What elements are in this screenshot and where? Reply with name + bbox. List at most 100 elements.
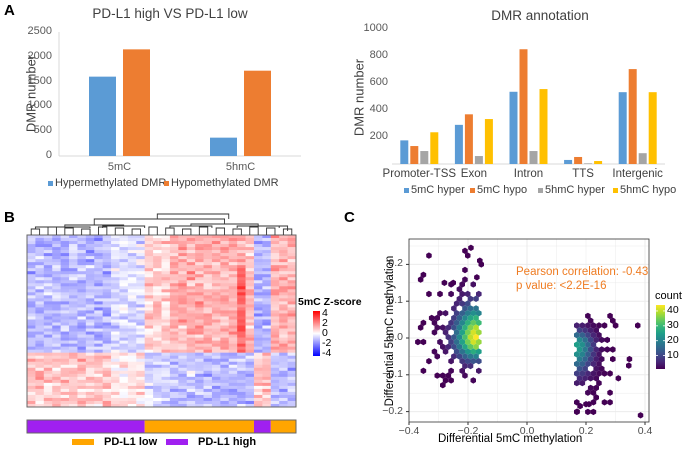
heatmap-cell: [220, 235, 230, 239]
heatmap-cell: [203, 358, 213, 363]
heatmap-cell: [169, 340, 179, 344]
heatmap-cell: [178, 289, 188, 293]
heatmap-cell: [253, 304, 263, 308]
x-tick-label: 0.4: [637, 425, 653, 437]
hexbin-outlier: [586, 401, 592, 408]
heatmap-cell: [169, 280, 179, 284]
heatmap-cell: [77, 256, 87, 260]
heatmap-cell: [186, 253, 196, 257]
heatmap-cell: [136, 268, 145, 272]
legend-item: 5mC hypo: [470, 184, 527, 196]
heatmap-cell: [220, 259, 230, 263]
heatmap-cell: [111, 328, 120, 332]
heatmap-cell: [169, 316, 179, 320]
heatmap-cell: [279, 349, 288, 353]
heatmap-cell: [136, 343, 145, 347]
heatmap-cell: [127, 244, 137, 248]
heatmap-cell: [245, 283, 255, 287]
heatmap-cell: [178, 316, 188, 320]
heatmap-cell: [69, 292, 78, 296]
heatmap-cell: [35, 322, 45, 326]
hexbin: [579, 341, 586, 348]
heatmap-cell: [287, 388, 297, 393]
column-dendrogram: [30, 213, 293, 235]
heatmap-cell: [85, 337, 95, 341]
heatmap-cell: [195, 235, 204, 239]
heatmap-cell: [178, 235, 188, 239]
heatmap-cell: [94, 376, 103, 381]
hexbin: [476, 367, 482, 374]
legend-swatch: [164, 180, 169, 186]
heatmap-cell: [144, 250, 154, 254]
heatmap-cell: [245, 268, 255, 272]
heatmap-cell: [35, 313, 45, 317]
heatmap-cell: [169, 295, 179, 299]
heatmap-cell: [195, 370, 204, 375]
hexbin: [574, 370, 580, 377]
heatmap-cell: [161, 310, 171, 314]
heatmap-cell: [270, 346, 280, 350]
heatmap-cell: [85, 307, 95, 311]
heatmap-cell: [52, 379, 61, 384]
legend-label: 5hmC hypo: [620, 184, 677, 196]
heatmap-cell: [253, 262, 263, 266]
hexbin: [462, 276, 468, 283]
heatmap-cell: [52, 352, 61, 357]
heatmap-cell: [237, 370, 246, 375]
heatmap-cell: [178, 277, 188, 281]
heatmap-cell: [85, 271, 95, 275]
heatmap-cell: [211, 277, 221, 281]
heatmap-cell: [178, 391, 188, 396]
heatmap-cell: [279, 352, 288, 357]
heatmap-cell: [94, 286, 103, 290]
heatmap-cell: [119, 250, 129, 254]
heatmap-cell: [35, 319, 45, 323]
heatmap-cell: [111, 244, 120, 248]
heatmap-cell: [153, 355, 162, 360]
bar-5mc-hypo: [628, 69, 637, 164]
heatmap-cell: [85, 301, 95, 305]
heatmap-cell: [169, 382, 179, 387]
heatmap-cell: [253, 391, 263, 396]
heatmap-cell: [245, 295, 255, 299]
heatmap-cell: [111, 307, 120, 311]
heatmap-cell: [287, 250, 297, 254]
heatmap-cell: [60, 346, 70, 350]
heatmap-cell: [94, 310, 103, 314]
heatmap-cell: [27, 298, 36, 302]
heatmap-cell: [69, 316, 78, 320]
heatmap-cell: [77, 388, 87, 393]
heatmap-cell: [195, 358, 204, 363]
heatmap-cell: [60, 397, 70, 402]
heatmap-cell: [178, 322, 188, 326]
heatmap-cell: [153, 331, 162, 335]
heatmap-cell: [161, 349, 171, 353]
heatmap-cell: [69, 262, 78, 266]
heatmap-cell: [287, 382, 297, 387]
heatmap-cell: [178, 397, 188, 402]
heatmap-cell: [220, 367, 230, 372]
heatmap-cell: [27, 355, 36, 360]
heatmap-cell: [211, 364, 221, 369]
heatmap-cell: [85, 346, 95, 350]
heatmap-cell: [136, 346, 145, 350]
heatmap-cell: [85, 358, 95, 363]
heatmap-cell: [43, 307, 53, 311]
heatmap-cell: [43, 274, 53, 278]
heatmap-cell: [43, 235, 53, 239]
heatmap-cell: [186, 241, 196, 245]
heatmap-cell: [169, 346, 179, 350]
heatmap-cell: [178, 325, 188, 329]
heatmap-cell: [228, 316, 238, 320]
heatmap-cell: [245, 379, 255, 384]
heatmap-cell: [35, 268, 45, 272]
heatmap-cell: [178, 388, 188, 393]
heatmap-cell: [77, 382, 87, 387]
x-tick-label: 0.0: [519, 425, 535, 437]
heatmap-cell: [119, 295, 129, 299]
heatmap-cell: [136, 337, 145, 341]
chart-a-right-title: DMR annotation: [491, 8, 589, 23]
heatmap-cell: [27, 304, 36, 308]
count-tick-label: 40: [667, 303, 679, 316]
heatmap-cell: [220, 262, 230, 266]
